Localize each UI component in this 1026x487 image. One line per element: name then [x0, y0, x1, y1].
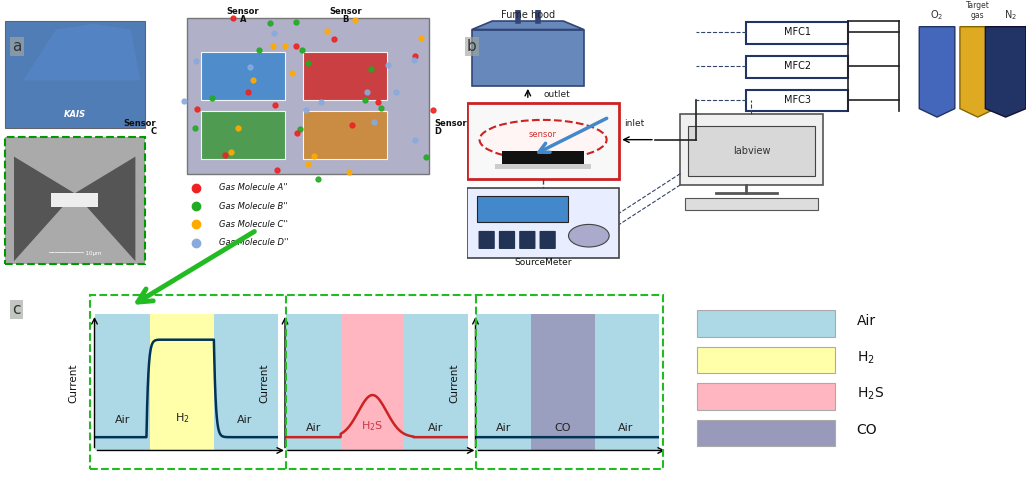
FancyBboxPatch shape: [697, 310, 835, 337]
Text: KAIS: KAIS: [64, 110, 86, 119]
Text: Fume hood: Fume hood: [501, 10, 555, 20]
Text: Air: Air: [237, 415, 252, 425]
Polygon shape: [919, 27, 955, 117]
FancyBboxPatch shape: [478, 231, 495, 249]
Text: H$_2$S: H$_2$S: [857, 386, 883, 402]
FancyBboxPatch shape: [746, 56, 849, 77]
FancyBboxPatch shape: [503, 151, 584, 165]
FancyBboxPatch shape: [5, 137, 145, 264]
FancyBboxPatch shape: [51, 193, 98, 207]
Text: a: a: [12, 39, 22, 54]
Text: D: D: [434, 127, 441, 136]
Text: Air: Air: [115, 415, 130, 425]
Text: Air: Air: [496, 423, 511, 433]
FancyBboxPatch shape: [688, 126, 815, 176]
Text: inlet: inlet: [625, 118, 644, 128]
Text: c: c: [12, 302, 21, 317]
Text: outlet: outlet: [543, 90, 569, 99]
Ellipse shape: [479, 120, 606, 159]
Text: C: C: [150, 127, 156, 136]
Text: MFC1: MFC1: [784, 27, 811, 37]
FancyBboxPatch shape: [304, 52, 388, 100]
Text: Gas Molecule C'': Gas Molecule C'': [220, 220, 288, 229]
Text: N$_2$: N$_2$: [1004, 8, 1017, 22]
Text: Target
gas: Target gas: [965, 1, 990, 20]
Circle shape: [568, 225, 609, 247]
Bar: [531, 314, 595, 450]
Text: H$_2$S: H$_2$S: [361, 419, 384, 433]
Text: sensor: sensor: [529, 130, 557, 138]
Polygon shape: [960, 27, 995, 117]
Bar: [150, 314, 213, 450]
FancyBboxPatch shape: [697, 420, 835, 446]
FancyBboxPatch shape: [519, 231, 536, 249]
FancyBboxPatch shape: [477, 196, 568, 222]
Text: Air: Air: [428, 423, 443, 433]
FancyBboxPatch shape: [685, 198, 818, 210]
FancyBboxPatch shape: [495, 164, 591, 169]
Text: MFC2: MFC2: [784, 61, 811, 71]
FancyBboxPatch shape: [697, 347, 835, 373]
Text: MFC3: MFC3: [784, 95, 811, 105]
FancyBboxPatch shape: [5, 21, 145, 129]
Text: A: A: [239, 16, 246, 24]
FancyBboxPatch shape: [697, 383, 835, 410]
Text: Gas Molecule D'': Gas Molecule D'': [220, 238, 289, 247]
Polygon shape: [472, 21, 584, 30]
Polygon shape: [472, 30, 584, 86]
FancyBboxPatch shape: [467, 103, 620, 179]
Text: CO: CO: [857, 423, 877, 437]
Text: Air: Air: [857, 314, 876, 328]
Text: Sensor: Sensor: [434, 118, 467, 128]
Text: Gas Molecule B'': Gas Molecule B'': [220, 202, 288, 210]
Polygon shape: [985, 27, 1026, 117]
Text: SourceMeter: SourceMeter: [514, 258, 571, 267]
FancyBboxPatch shape: [187, 18, 430, 173]
FancyBboxPatch shape: [746, 22, 849, 44]
Text: Gas Molecule A'': Gas Molecule A'': [220, 183, 288, 192]
Text: ─────────── 10μm: ─────────── 10μm: [48, 251, 102, 257]
Polygon shape: [14, 157, 75, 261]
FancyBboxPatch shape: [201, 52, 285, 100]
Text: Air: Air: [619, 423, 634, 433]
Text: Current: Current: [69, 363, 79, 403]
Text: Sensor: Sensor: [329, 7, 362, 16]
Text: Current: Current: [449, 363, 460, 403]
FancyBboxPatch shape: [499, 231, 515, 249]
Text: Sensor: Sensor: [124, 118, 156, 128]
FancyBboxPatch shape: [540, 231, 556, 249]
Text: H$_2$: H$_2$: [857, 349, 874, 366]
Text: b: b: [467, 39, 477, 54]
Polygon shape: [24, 24, 141, 80]
Text: labview: labview: [733, 146, 771, 156]
FancyBboxPatch shape: [304, 112, 388, 159]
Text: Air: Air: [306, 423, 321, 433]
FancyBboxPatch shape: [201, 112, 285, 159]
Text: Current: Current: [259, 363, 269, 403]
Polygon shape: [75, 157, 135, 261]
Bar: [341, 314, 404, 450]
FancyBboxPatch shape: [467, 187, 620, 258]
Text: B: B: [343, 16, 349, 24]
FancyBboxPatch shape: [680, 114, 823, 185]
Text: O$_2$: O$_2$: [931, 8, 944, 22]
Text: Sensor: Sensor: [227, 7, 259, 16]
Text: CO: CO: [555, 423, 571, 433]
Text: H$_2$: H$_2$: [174, 411, 190, 425]
FancyBboxPatch shape: [746, 90, 849, 112]
